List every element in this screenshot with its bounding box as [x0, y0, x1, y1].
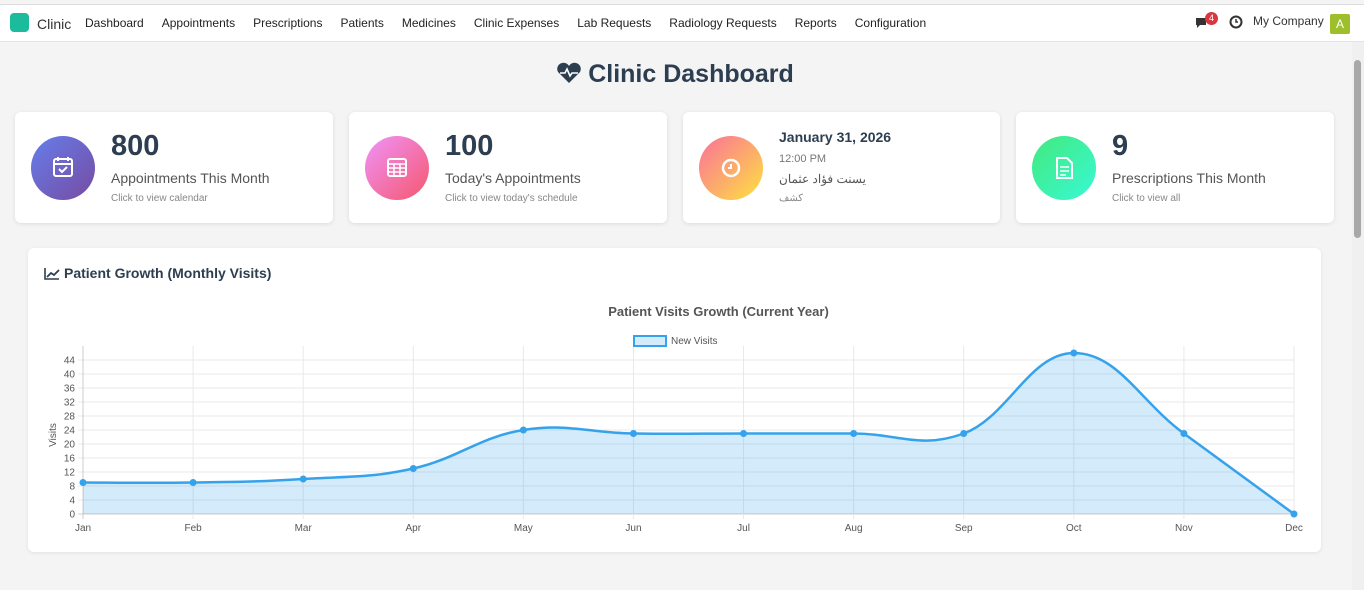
- card-hint: Click to view all: [1112, 193, 1181, 204]
- x-tick-label: Dec: [1285, 523, 1303, 534]
- menu-item[interactable]: Appointments: [161, 16, 236, 30]
- menu-item[interactable]: Configuration: [854, 16, 927, 30]
- avatar[interactable]: A: [1330, 14, 1350, 34]
- menu: Dashboard Appointments Prescriptions Patien…: [85, 16, 926, 30]
- point: [1290, 510, 1298, 518]
- y-tick-label: 16: [64, 454, 76, 465]
- point: [960, 430, 968, 437]
- appointment-time: 12:00 PM: [779, 153, 827, 165]
- y-tick-label: 4: [69, 496, 75, 507]
- page-title: Clinic Dashboard: [0, 60, 1350, 89]
- appointment-date: January 31, 2026: [779, 129, 892, 145]
- x-tick-label: Mar: [295, 523, 313, 534]
- navbar: Clinic Dashboard Appointments Prescription…: [0, 4, 1364, 42]
- x-tick-label: Jul: [737, 523, 750, 534]
- menu-item[interactable]: Lab Requests: [577, 16, 652, 30]
- point: [850, 430, 858, 437]
- point: [519, 426, 527, 434]
- chart: Patient Visits Growth (Current Year) Visi…: [48, 304, 1303, 534]
- x-tick-label: Nov: [1175, 523, 1193, 534]
- menu-item[interactable]: Dashboard: [85, 16, 144, 30]
- chart-title: Patient Visits Growth (Current Year): [608, 304, 829, 319]
- x-tick-label: Apr: [405, 523, 421, 534]
- menu-item[interactable]: Medicines: [401, 16, 456, 30]
- card-icon: [31, 136, 95, 200]
- app-logo[interactable]: [10, 13, 29, 32]
- card-value: 9: [1112, 130, 1129, 162]
- point: [409, 465, 417, 472]
- y-tick-label: 32: [64, 398, 76, 409]
- heart-icon: [557, 62, 581, 83]
- stat-card[interactable]: 9 Prescriptions This Month Click to view…: [1016, 112, 1334, 223]
- title-text: Clinic Dashboard: [588, 60, 794, 88]
- y-axis-label: Visits: [48, 423, 59, 447]
- messages-icon[interactable]: [1194, 16, 1210, 30]
- messages-badge: 4: [1205, 12, 1218, 25]
- menu-item[interactable]: Prescriptions: [253, 16, 323, 30]
- stat-card[interactable]: 100 Today's Appointments Click to view t…: [349, 112, 667, 223]
- y-tick-label: 0: [69, 510, 75, 521]
- menu-item[interactable]: Radiology Requests: [669, 16, 777, 30]
- point: [1070, 349, 1078, 357]
- y-tick-label: 8: [69, 482, 75, 493]
- x-tick-label: May: [514, 523, 533, 534]
- scrollbar[interactable]: [1352, 42, 1364, 590]
- card-hint: Click to view today's schedule: [445, 193, 578, 204]
- card-icon: [699, 136, 763, 200]
- x-tick-label: Sep: [955, 523, 973, 534]
- point: [189, 479, 197, 486]
- chart-icon: [44, 268, 60, 280]
- y-tick-label: 44: [64, 356, 76, 367]
- card-label: Today's Appointments: [445, 170, 581, 186]
- y-tick-label: 20: [64, 440, 76, 451]
- menu-item[interactable]: Clinic Expenses: [473, 16, 560, 30]
- menu-item[interactable]: Reports: [794, 16, 837, 30]
- x-tick-label: Jan: [75, 523, 91, 534]
- visit-type: كشف: [779, 193, 804, 204]
- legend-label: New Visits: [671, 336, 718, 347]
- brand[interactable]: Clinic: [37, 16, 72, 32]
- x-tick-label: Feb: [184, 523, 202, 534]
- y-tick-label: 40: [64, 370, 76, 381]
- next-appointment-card[interactable]: January 31, 2026 12:00 PM يسنت فؤاد عثما…: [683, 112, 1000, 223]
- point: [79, 479, 87, 486]
- card-icon: [1032, 136, 1096, 200]
- card-hint: Click to view calendar: [111, 193, 208, 204]
- patient-name: يسنت فؤاد عثمان: [779, 172, 866, 186]
- chart-panel: Patient Growth (Monthly Visits) Patient …: [28, 248, 1321, 552]
- card-icon: [365, 136, 429, 200]
- x-tick-label: Oct: [1066, 523, 1082, 534]
- card-label: Appointments This Month: [111, 170, 270, 186]
- x-tick-label: Jun: [625, 523, 641, 534]
- activity-icon[interactable]: [1229, 15, 1243, 29]
- stat-card[interactable]: 800 Appointments This Month Click to vie…: [15, 112, 333, 223]
- y-tick-label: 28: [64, 412, 76, 423]
- card-value: 800: [111, 130, 160, 162]
- card-label: Prescriptions This Month: [1112, 170, 1266, 186]
- x-tick-label: Aug: [845, 523, 863, 534]
- card-value: 100: [445, 130, 494, 162]
- y-tick-label: 12: [64, 468, 76, 479]
- point: [740, 430, 748, 437]
- legend-swatch: [633, 335, 667, 347]
- point: [629, 430, 637, 437]
- panel-title: Patient Growth (Monthly Visits): [64, 265, 272, 281]
- point: [299, 475, 307, 483]
- company[interactable]: My Company: [1253, 14, 1324, 28]
- line: [82, 351, 1295, 516]
- point: [1180, 430, 1188, 437]
- menu-item[interactable]: Patients: [340, 16, 384, 30]
- y-tick-label: 36: [64, 384, 76, 395]
- y-tick-label: 24: [64, 426, 76, 437]
